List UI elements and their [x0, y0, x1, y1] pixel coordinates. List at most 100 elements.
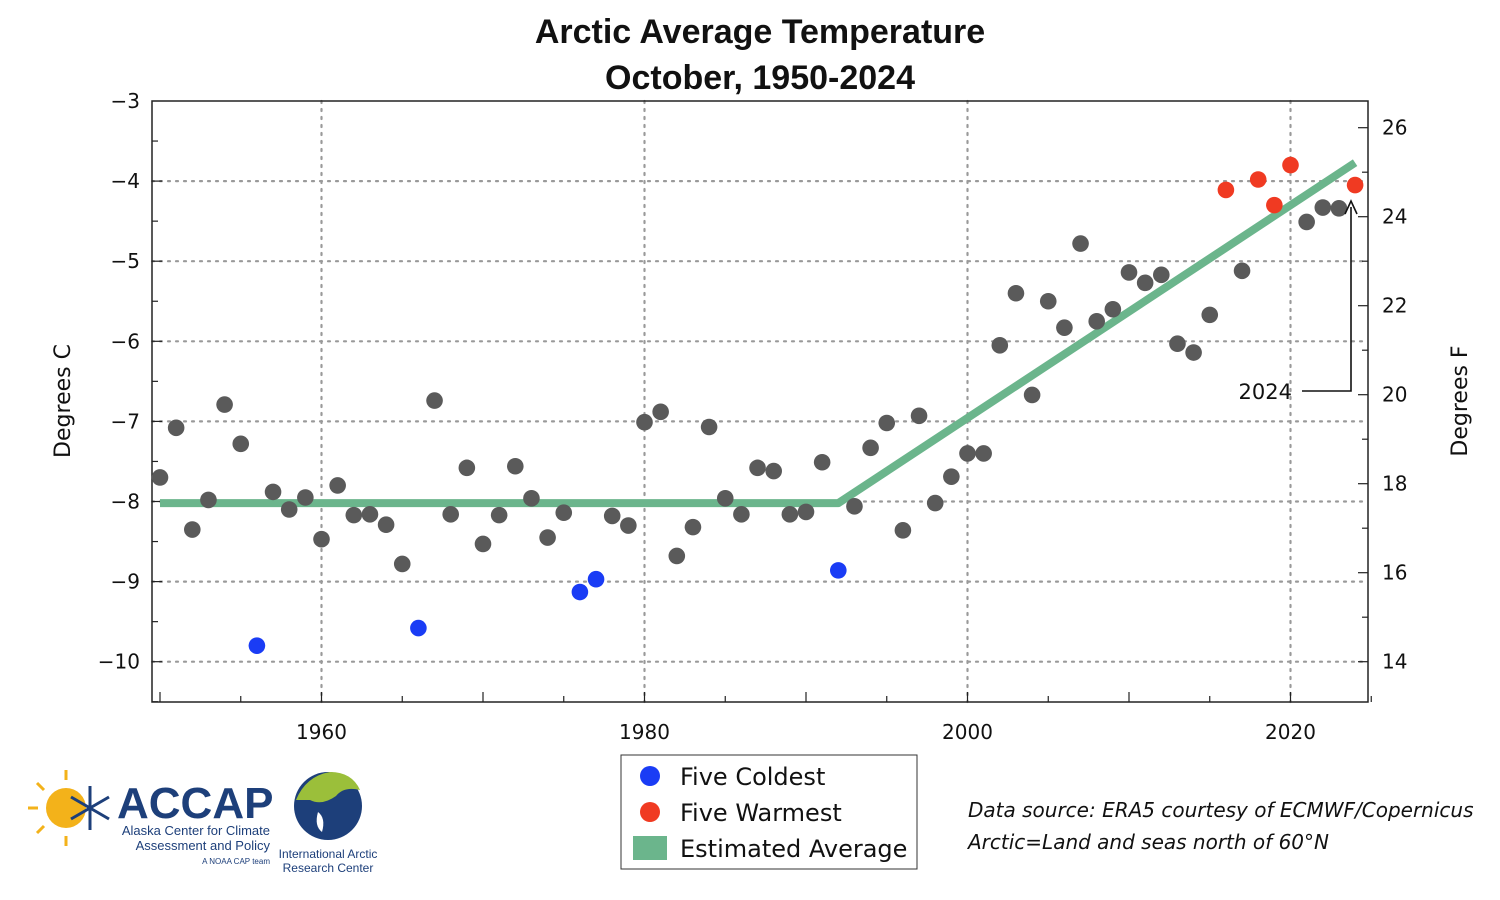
legend: Five Coldest Five Warmest Estimated Aver…	[620, 754, 918, 870]
source-line-1: Data source: ERA5 courtesy of ECMWF/Cope…	[968, 798, 1474, 822]
y-tick-label-right: 14	[1382, 650, 1407, 674]
source-line-2: Arctic=Land and seas north of 60°N	[966, 830, 1329, 854]
y-tick-label-left: −7	[111, 409, 140, 433]
data-point-warmest	[1249, 171, 1267, 188]
data-points	[151, 156, 1364, 654]
data-point-normal	[1072, 235, 1089, 252]
data-point-normal	[523, 489, 540, 507]
data-point-normal	[1233, 262, 1251, 280]
data-point-normal	[878, 414, 896, 432]
y-axis-title-right: Degrees F	[1448, 345, 1473, 456]
data-point-normal	[184, 521, 201, 538]
data-point-normal	[264, 483, 282, 501]
iarc-logo: International Arctic Research Center	[279, 772, 377, 875]
data-point-normal	[1007, 284, 1025, 302]
plot-frame	[151, 100, 1369, 703]
data-point-normal	[377, 516, 395, 534]
data-point-normal	[959, 445, 976, 462]
sun-snowflake-icon	[28, 770, 110, 846]
data-point-normal	[943, 468, 960, 485]
data-point-normal	[1120, 264, 1138, 281]
data-point-normal	[555, 504, 573, 522]
data-point-normal	[329, 477, 346, 494]
data-point-normal	[458, 459, 476, 477]
y-tick-label-right: 20	[1382, 383, 1407, 407]
data-point-normal	[1023, 386, 1041, 404]
y-tick-label-right: 26	[1382, 116, 1407, 140]
data-point-normal	[393, 555, 411, 573]
data-point-coldest	[248, 637, 266, 654]
legend-marker-average	[633, 836, 667, 860]
annotation-arrow-head	[1344, 199, 1358, 215]
data-point-normal	[1201, 306, 1219, 324]
globe-icon	[294, 772, 362, 840]
data-point-warmest	[1282, 156, 1299, 174]
data-point-normal	[539, 529, 556, 546]
legend-box	[620, 754, 918, 870]
data-point-warmest	[1266, 196, 1283, 214]
legend-label-average: Estimated Average	[680, 835, 907, 863]
data-point-normal	[1056, 319, 1073, 336]
data-point-normal	[716, 489, 734, 507]
y-tick-label-left: −8	[111, 490, 140, 514]
accap-tagline: A NOAA CAP team	[202, 857, 270, 866]
data-point-normal	[490, 506, 508, 524]
data-point-normal	[991, 337, 1009, 354]
y-tick-label-right: 18	[1382, 472, 1407, 496]
data-point-normal	[1088, 312, 1105, 330]
accap-name: ACCAP	[117, 779, 273, 828]
average-line-layer	[160, 159, 1358, 508]
data-point-normal	[846, 498, 863, 515]
data-point-normal	[668, 547, 686, 565]
y-tick-label-left: −3	[111, 89, 140, 113]
data-point-normal	[1298, 213, 1315, 231]
data-point-normal	[151, 469, 169, 486]
average-line	[160, 159, 1358, 508]
annotation-2024: 2024	[1239, 199, 1358, 404]
data-point-normal	[200, 491, 217, 509]
data-point-normal	[280, 501, 298, 518]
data-point-normal	[781, 506, 799, 523]
iarc-line-2: Research Center	[283, 861, 374, 875]
legend-marker-warmest	[640, 802, 660, 822]
data-point-coldest	[410, 619, 427, 637]
data-point-normal	[733, 506, 750, 523]
data-point-normal	[1153, 266, 1170, 284]
data-point-normal	[1104, 300, 1122, 318]
tick-labels: −3 −4 −5 −6 −7 −8 −9 −10 1960 1980 2000 2020 14 16 18 2…	[98, 89, 1408, 744]
data-point-normal	[797, 503, 815, 521]
x-tick-label: 1980	[619, 720, 670, 744]
data-point-normal	[603, 507, 621, 525]
data-point-normal	[232, 435, 250, 453]
data-point-normal	[426, 392, 443, 409]
axis-ticks	[152, 127, 1372, 703]
data-point-normal	[926, 494, 944, 512]
data-point-coldest	[571, 583, 589, 601]
data-point-normal	[910, 407, 928, 425]
data-point-normal	[636, 413, 653, 431]
chart-title-line-2: October, 1950-2024	[605, 59, 915, 97]
legend-label-coldest: Five Coldest	[680, 763, 825, 791]
data-point-coldest	[830, 562, 847, 579]
y-axis-title-left: Degrees C	[51, 344, 76, 458]
data-point-normal	[700, 418, 718, 436]
data-point-normal	[684, 518, 702, 536]
data-point-normal	[507, 457, 524, 475]
data-point-normal	[1039, 292, 1057, 310]
data-point-normal	[652, 403, 669, 421]
data-point-normal	[474, 535, 492, 553]
data-point-normal	[620, 517, 637, 534]
annotation-arrow-line	[1302, 207, 1352, 392]
data-point-normal	[1185, 344, 1202, 361]
accap-logo: ACCAP Alaska Center for Climate Assessme…	[28, 770, 273, 866]
y-tick-label-right: 24	[1382, 205, 1407, 229]
y-tick-label-left: −5	[111, 249, 140, 273]
legend-marker-coldest	[640, 766, 660, 786]
chart-title-line-1: Arctic Average Temperature	[535, 13, 985, 51]
data-point-normal	[345, 506, 363, 524]
y-tick-label-left: −10	[98, 650, 140, 674]
data-point-normal	[313, 530, 330, 548]
data-point-normal	[1169, 335, 1186, 353]
data-point-normal	[894, 522, 912, 539]
